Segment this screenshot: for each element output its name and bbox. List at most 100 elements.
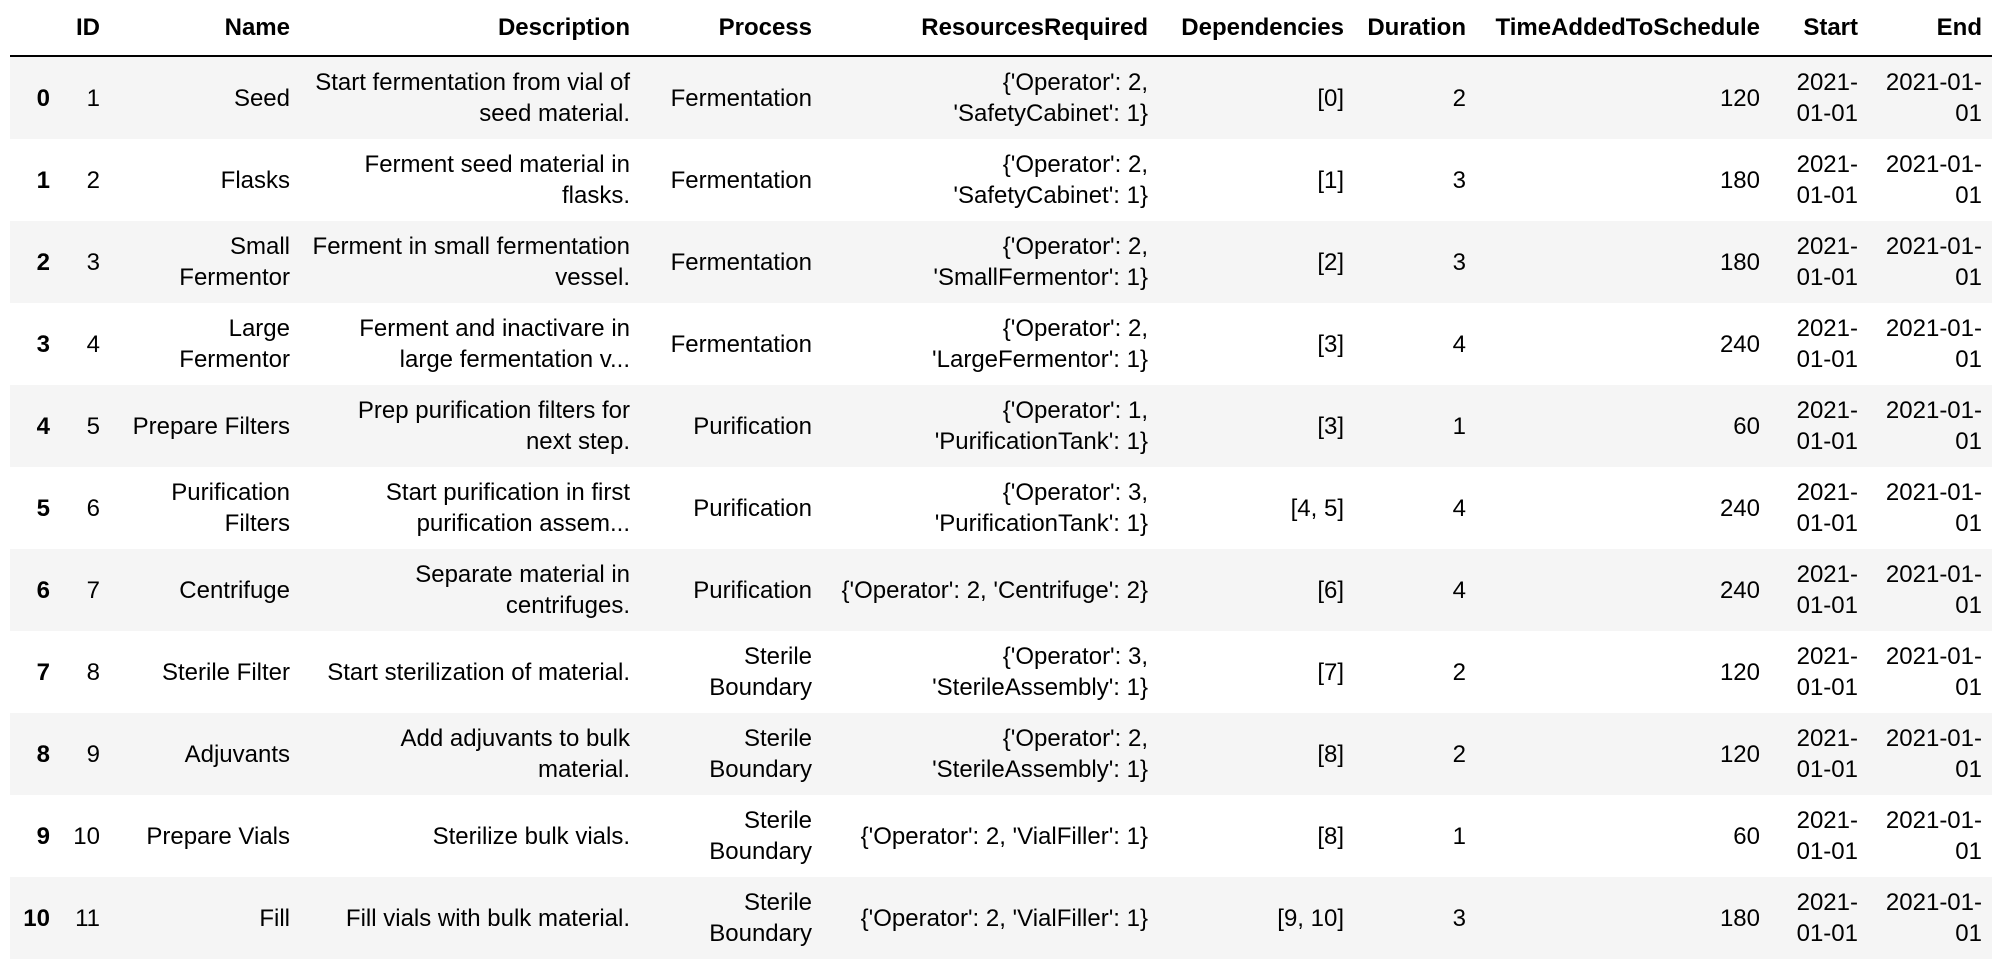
cell-duration: 3 [1452,904,1466,932]
cell-id: 2 [86,166,100,194]
cell-resources-required: {'Operator': 3, 'PurificationTank': 1} [934,479,1148,537]
cell-start: 2021-01-01 [1796,561,1858,619]
cell-start: 2021-01-01 [1796,479,1858,537]
cell-name: Centrifuge [179,576,290,604]
cell-description: Sterilize bulk vials. [432,822,630,850]
cell-description: Fill vials with bulk material. [345,904,630,932]
cell-start: 2021-01-01 [1796,643,1858,701]
cell-process: Fermentation [670,330,812,358]
cell-name: Sterile Filter [161,658,290,686]
cell-time-added-to-schedule: 180 [1719,248,1760,276]
cell-end: 2021-01-01 [1885,725,1982,783]
cell-end: 2021-01-01 [1885,643,1982,701]
column-header-time-added-to-schedule: TimeAddedToSchedule [1476,0,1770,57]
table-row: 5 6 Purification Filters Start purification… [10,467,1992,549]
cell-name: Adjuvants [184,740,290,768]
cell-id: 5 [86,412,100,440]
dataframe-header-row: ID Name Description Process ResourcesRequire… [10,0,1992,57]
row-index-label: 0 [36,84,50,112]
cell-id: 3 [86,248,100,276]
row-index-label: 8 [36,740,50,768]
cell-duration: 4 [1452,330,1466,358]
cell-end: 2021-01-01 [1885,479,1982,537]
cell-duration: 2 [1452,658,1466,686]
cell-start: 2021-01-01 [1796,233,1858,291]
cell-name: Prepare Vials [146,822,290,850]
cell-id: 10 [73,822,100,850]
cell-id: 6 [86,494,100,522]
cell-start: 2021-01-01 [1796,889,1858,947]
cell-time-added-to-schedule: 240 [1719,576,1760,604]
cell-resources-required: {'Operator': 2, 'SafetyCabinet': 1} [953,151,1148,209]
cell-duration: 1 [1452,822,1466,850]
cell-description: Ferment seed material in flasks. [364,151,630,209]
column-header-end: End [1868,0,1992,57]
cell-process: Purification [693,576,812,604]
cell-description: Start sterilization of material. [327,658,630,686]
table-row: 6 7 Centrifuge Separate material in centrif… [10,549,1992,631]
cell-dependencies: [8] [1317,740,1344,768]
cell-process: Sterile Boundary [709,643,812,701]
cell-time-added-to-schedule: 120 [1719,84,1760,112]
row-index-label: 3 [36,330,50,358]
row-index-label: 7 [36,658,50,686]
cell-resources-required: {'Operator': 2, 'SmallFermentor': 1} [933,233,1148,291]
cell-dependencies: [7] [1317,658,1344,686]
cell-start: 2021-01-01 [1796,397,1858,455]
cell-time-added-to-schedule: 240 [1719,494,1760,522]
cell-name: Fill [259,904,290,932]
column-header-id: ID [60,0,110,57]
cell-end: 2021-01-01 [1885,889,1982,947]
cell-dependencies: [2] [1317,248,1344,276]
column-header-process: Process [640,0,822,57]
cell-end: 2021-01-01 [1885,807,1982,865]
row-index-label: 1 [36,166,50,194]
cell-name: Flasks [220,166,290,194]
cell-resources-required: {'Operator': 2, 'LargeFermentor': 1} [932,315,1148,373]
cell-id: 4 [86,330,100,358]
cell-name: Small Fermentor [179,233,290,291]
cell-dependencies: [6] [1317,576,1344,604]
cell-time-added-to-schedule: 180 [1719,904,1760,932]
cell-end: 2021-01-01 [1885,397,1982,455]
notebook-output-area: ID Name Description Process ResourcesRequire… [10,0,2004,959]
dataframe-body: 0 1 Seed Start fermentation from vial of se… [10,56,1992,959]
cell-process: Purification [693,494,812,522]
table-row: 7 8 Sterile Filter Start sterilization of m… [10,631,1992,713]
row-index-label: 10 [23,904,50,932]
cell-duration: 2 [1452,84,1466,112]
cell-end: 2021-01-01 [1885,233,1982,291]
cell-name: Purification Filters [171,479,290,537]
cell-start: 2021-01-01 [1796,807,1858,865]
cell-process: Fermentation [670,84,812,112]
cell-resources-required: {'Operator': 2, 'SafetyCabinet': 1} [953,69,1148,127]
column-header-duration: Duration [1354,0,1476,57]
cell-start: 2021-01-01 [1796,725,1858,783]
table-row: 3 4 Large Fermentor Ferment and inactivare … [10,303,1992,385]
cell-end: 2021-01-01 [1885,151,1982,209]
dataframe-table: ID Name Description Process ResourcesRequire… [10,0,1992,959]
cell-dependencies: [3] [1317,412,1344,440]
cell-resources-required: {'Operator': 3, 'SterileAssembly': 1} [932,643,1148,701]
cell-dependencies: [1] [1317,166,1344,194]
cell-description: Start fermentation from vial of seed mat… [315,69,630,127]
cell-name: Prepare Filters [132,412,290,440]
cell-name: Seed [233,84,290,112]
row-index-label: 4 [36,412,50,440]
cell-duration: 1 [1452,412,1466,440]
cell-description: Ferment and inactivare in large fermenta… [359,315,630,373]
cell-process: Sterile Boundary [709,889,812,947]
cell-time-added-to-schedule: 120 [1719,740,1760,768]
cell-resources-required: {'Operator': 2, 'Centrifuge': 2} [841,576,1148,604]
cell-end: 2021-01-01 [1885,69,1982,127]
cell-resources-required: {'Operator': 1, 'PurificationTank': 1} [934,397,1148,455]
cell-dependencies: [0] [1317,84,1344,112]
cell-duration: 3 [1452,166,1466,194]
column-header-dependencies: Dependencies [1158,0,1354,57]
column-header-index [10,0,60,57]
cell-time-added-to-schedule: 180 [1719,166,1760,194]
cell-process: Sterile Boundary [709,807,812,865]
cell-name: Large Fermentor [179,315,290,373]
row-index-label: 5 [36,494,50,522]
cell-id: 1 [86,84,100,112]
